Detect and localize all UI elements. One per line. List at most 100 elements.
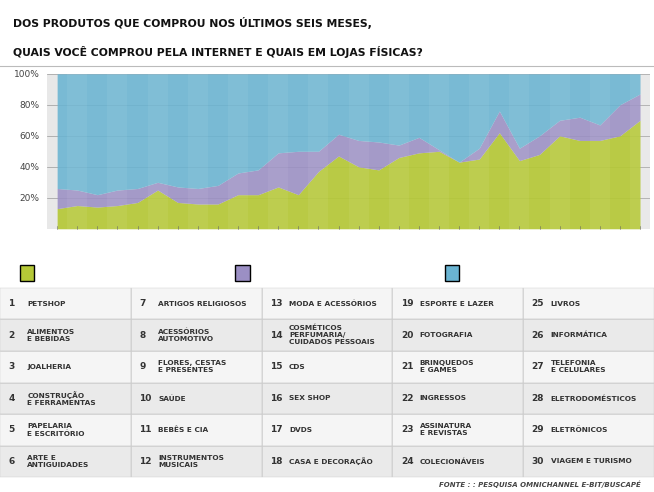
Text: 11: 11 [139,426,152,434]
FancyBboxPatch shape [392,351,523,382]
FancyBboxPatch shape [235,265,250,281]
Text: PAPELARIA
E ESCRITÓRIO: PAPELARIA E ESCRITÓRIO [27,423,85,437]
Text: 29: 29 [532,426,544,434]
FancyBboxPatch shape [0,288,131,319]
FancyBboxPatch shape [0,414,131,446]
FancyBboxPatch shape [392,383,523,414]
Text: 14: 14 [312,238,325,247]
Text: MODA E ACESSÓRIOS: MODA E ACESSÓRIOS [289,300,377,307]
Text: CDS: CDS [289,364,305,370]
FancyBboxPatch shape [131,383,262,414]
Text: 8: 8 [195,238,201,247]
Text: 5: 5 [9,426,15,434]
Text: 20: 20 [401,331,413,339]
Text: 2: 2 [9,331,15,339]
FancyBboxPatch shape [131,288,262,319]
FancyBboxPatch shape [0,383,131,414]
Text: 6: 6 [154,238,161,247]
Bar [228,74,248,229]
FancyBboxPatch shape [392,319,523,351]
FancyBboxPatch shape [262,351,392,382]
Text: DVDS: DVDS [289,427,312,433]
FancyBboxPatch shape [523,288,654,319]
FancyBboxPatch shape [392,288,523,319]
Text: QUAIS VOCÊ COMPROU PELA INTERNET E QUAIS EM LOJAS FÍSICAS?: QUAIS VOCÊ COMPROU PELA INTERNET E QUAIS… [13,46,423,58]
Text: 27: 27 [574,238,586,247]
Text: 7: 7 [139,299,146,308]
FancyBboxPatch shape [523,414,654,446]
Text: 13: 13 [292,238,305,247]
Text: 19: 19 [413,238,425,247]
Text: ACESSÓRIOS
AUTOMOTIVO: ACESSÓRIOS AUTOMOTIVO [158,329,215,342]
Text: 13: 13 [270,299,283,308]
Text: ASSINATURA
E REVISTAS: ASSINATURA E REVISTAS [420,424,472,436]
Text: 25: 25 [533,238,546,247]
Text: COMPREI PELA INTERNET E LOJA FÍSICA: COMPREI PELA INTERNET E LOJA FÍSICA [256,267,434,278]
FancyBboxPatch shape [20,265,34,281]
Text: 24: 24 [401,457,413,466]
Text: 18: 18 [270,457,283,466]
FancyBboxPatch shape [131,446,262,477]
FancyBboxPatch shape [392,414,523,446]
Text: 24: 24 [513,238,526,247]
Text: 4: 4 [114,238,120,247]
Text: 27: 27 [532,362,544,371]
FancyBboxPatch shape [0,446,131,477]
Text: 7: 7 [175,238,181,247]
Bar [469,74,489,229]
Text: VIAGEM E TURISMO: VIAGEM E TURISMO [551,459,631,464]
Bar [309,74,328,229]
Text: 12: 12 [272,238,284,247]
Text: 21: 21 [401,362,413,371]
Text: CONSTRUÇÃO
E FERRAMENTAS: CONSTRUÇÃO E FERRAMENTAS [27,391,96,406]
Text: 15: 15 [270,362,283,371]
Bar [148,74,167,229]
Text: 1: 1 [54,238,60,247]
FancyBboxPatch shape [392,446,523,477]
Text: INFORMÁTICA: INFORMÁTICA [551,332,608,338]
Text: 20: 20 [433,238,445,247]
Text: 23: 23 [493,238,506,247]
Text: 28: 28 [594,238,606,247]
Text: ELETRODOMÉSTICOS: ELETRODOMÉSTICOS [551,395,637,401]
FancyBboxPatch shape [523,383,654,414]
Text: INSTRUMENTOS
MUSICAIS: INSTRUMENTOS MUSICAIS [158,455,224,468]
FancyBboxPatch shape [0,319,131,351]
Text: ESPORTE E LAZER: ESPORTE E LAZER [420,301,494,307]
Text: 23: 23 [401,426,413,434]
Text: 4: 4 [9,394,15,403]
Text: COMPREI EM LOJA FÍSICA: COMPREI EM LOJA FÍSICA [466,267,579,278]
Text: 14: 14 [270,331,283,339]
FancyBboxPatch shape [131,319,262,351]
Text: FONTE : : PESQUISA OMNICHANNEL E-BIT/BUSCAPÉ: FONTE : : PESQUISA OMNICHANNEL E-BIT/BUS… [439,480,641,488]
Text: 3: 3 [94,238,101,247]
Text: BEBÊS E CIA: BEBÊS E CIA [158,427,209,433]
Text: 16: 16 [353,238,365,247]
Text: 3: 3 [9,362,15,371]
Text: 29: 29 [613,238,627,247]
Text: 9: 9 [139,362,146,371]
Bar [107,74,128,229]
Text: SEX SHOP: SEX SHOP [289,395,330,401]
Bar [630,74,650,229]
Text: 26: 26 [553,238,566,247]
Text: ELETRÔNICOS: ELETRÔNICOS [551,427,608,433]
Text: LIVROS: LIVROS [551,301,581,307]
Text: TELEFONIA
E CELULARES: TELEFONIA E CELULARES [551,360,605,373]
Text: 8: 8 [139,331,146,339]
FancyBboxPatch shape [131,351,262,382]
FancyBboxPatch shape [523,446,654,477]
Text: 16: 16 [270,394,283,403]
FancyBboxPatch shape [262,414,392,446]
Bar [590,74,610,229]
Text: ARTE E
ANTIGUIDADES: ARTE E ANTIGUIDADES [27,455,90,468]
Text: 6: 6 [9,457,15,466]
Text: COMPREI PELA INTERNET: COMPREI PELA INTERNET [41,268,154,277]
Text: 30: 30 [532,457,544,466]
Bar [388,74,409,229]
FancyBboxPatch shape [0,351,131,382]
Text: 30: 30 [634,238,646,247]
Bar [509,74,530,229]
Text: 10: 10 [232,238,244,247]
Text: COLECIONÁVEIS: COLECIONÁVEIS [420,458,485,465]
